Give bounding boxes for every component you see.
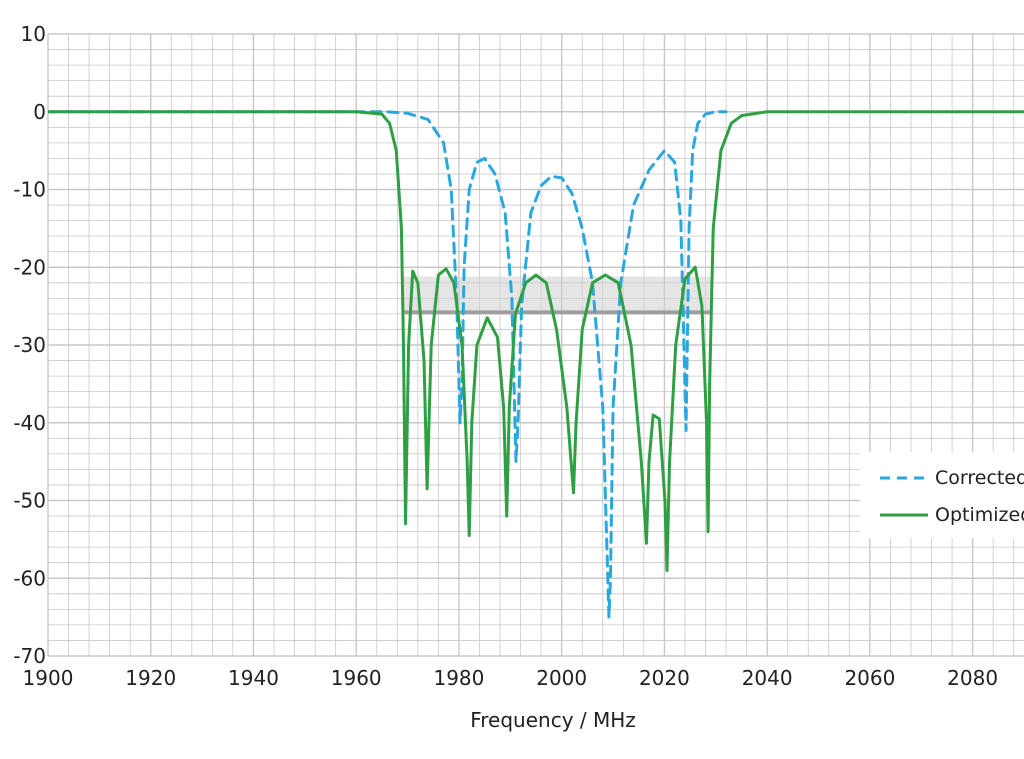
legend-box	[860, 452, 1024, 538]
x-tick-label: 1920	[125, 666, 176, 690]
x-tick-label: 2060	[844, 666, 895, 690]
spec-band-fill	[402, 276, 711, 313]
legend-label-corrected: Corrected	[935, 467, 1024, 489]
x-axis-title: Frequency / MHz	[470, 708, 636, 732]
y-tick-label: -40	[13, 411, 46, 435]
x-tick-label: 2080	[947, 666, 998, 690]
x-tick-label: 2000	[536, 666, 587, 690]
x-tick-label: 2020	[639, 666, 690, 690]
series-line-corrected	[48, 110, 728, 619]
y-tick-label: -20	[13, 255, 46, 279]
legend-label-optimized: Optimized	[935, 504, 1024, 526]
y-tick-label: 10	[21, 22, 46, 46]
y-tick-label: -50	[13, 489, 46, 513]
x-tick-label: 1900	[23, 666, 74, 690]
y-tick-label: 0	[33, 100, 46, 124]
y-tick-label: -60	[13, 566, 46, 590]
x-tick-label: 1960	[331, 666, 382, 690]
plot-area	[48, 110, 1024, 619]
x-tick-label: 2040	[742, 666, 793, 690]
x-tick-label: 1980	[433, 666, 484, 690]
y-tick-label: -30	[13, 333, 46, 357]
series-line-optimized	[48, 110, 1024, 572]
y-axis-ticks: 10 0 -10 -20 -30 -40 -50 -60 -70	[13, 22, 46, 668]
x-tick-label: 1940	[228, 666, 279, 690]
series-layer	[48, 110, 1024, 619]
spec-band	[402, 276, 711, 315]
x-axis-ticks: 1900 1920 1940 1960 1980 2000 2020 2040 2060 2080	[23, 666, 999, 690]
legend: Corrected Optimized	[860, 452, 1024, 538]
y-tick-label: -70	[13, 644, 46, 668]
y-tick-label: -10	[13, 178, 46, 202]
